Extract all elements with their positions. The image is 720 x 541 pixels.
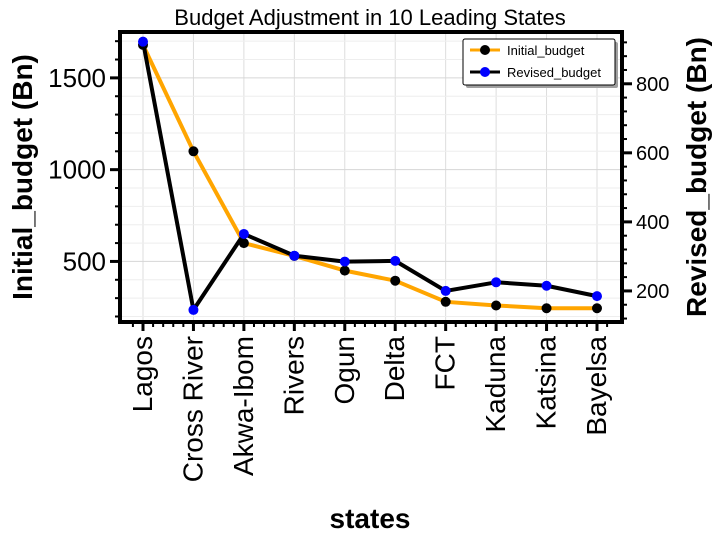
y-axis-right-label: Revised_budget (Bn) — [681, 37, 712, 317]
series-line-Revised_budget — [141, 41, 598, 312]
point-Initial_budget-Cross River — [188, 146, 199, 157]
point-Initial_budget-Ogun — [339, 265, 350, 276]
plot-frame — [118, 30, 624, 324]
right-tick-label: 400 — [636, 212, 669, 234]
chart-title: Budget Adjustment in 10 Leading States — [174, 5, 565, 30]
point-Revised_budget-Ogun — [339, 256, 350, 267]
legend-box — [462, 38, 616, 86]
point-Revised_budget-Bayelsa — [592, 291, 602, 302]
x-tick-label: Lagos — [127, 336, 158, 412]
x-tick-label: Ogun — [329, 336, 360, 405]
left-tick-label: 1500 — [48, 63, 106, 93]
point-Revised_budget-Rivers — [289, 250, 300, 261]
point-Revised_budget-Katsina — [541, 280, 552, 291]
point-Initial_budget-Delta — [390, 275, 401, 286]
legend-marker-Initial_budget — [480, 45, 490, 55]
point-Revised_budget-Kaduna — [491, 277, 502, 288]
x-axis: Lagos Cross River Akwa-Ibom Rivers Ogun Delta… — [127, 322, 612, 482]
legend-marker-Revised_budget — [480, 67, 490, 77]
left-tick-label: 1000 — [48, 155, 106, 185]
right-tick-label: 600 — [636, 143, 669, 165]
point-Revised_budget-FCT — [440, 285, 451, 296]
point-Initial_budget-Kaduna — [491, 300, 502, 311]
x-tick-label: Katsina — [531, 336, 562, 430]
point-Initial_budget-Bayelsa — [592, 303, 602, 314]
point-Revised_budget-Lagos — [138, 36, 148, 47]
left-y-axis: 500 1000 1500 — [48, 40, 120, 318]
legend-label-Initial_budget: Initial_budget — [507, 43, 585, 58]
point-Initial_budget-Akwa-Ibom — [238, 238, 249, 249]
point-Revised_budget-Akwa-Ibom — [238, 228, 249, 239]
point-Revised_budget-Delta — [390, 255, 401, 266]
legend: Initial_budget Revised_budget — [462, 38, 618, 88]
legend-label-Revised_budget: Revised_budget — [507, 65, 601, 80]
point-Initial_budget-FCT — [440, 296, 451, 307]
x-tick-label: Kaduna — [480, 336, 511, 433]
x-tick-label: Cross River — [177, 336, 208, 482]
point-Revised_budget-Cross River — [188, 304, 199, 315]
series-line-Initial_budget — [141, 43, 597, 311]
x-tick-label: Akwa-Ibom — [228, 336, 259, 476]
x-axis-label: states — [330, 503, 411, 534]
right-tick-label: 800 — [636, 74, 669, 96]
x-tick-label: Bayelsa — [581, 336, 612, 436]
y-axis-left-label: Initial_budget (Bn) — [7, 54, 38, 300]
point-Initial_budget-Katsina — [541, 303, 552, 314]
x-tick-label: FCT — [430, 336, 461, 390]
right-tick-label: 200 — [636, 281, 669, 303]
series-layer — [138, 36, 602, 315]
right-y-axis: 200 400 600 800 — [622, 41, 669, 320]
x-tick-label: Delta — [379, 336, 410, 402]
left-tick-label: 500 — [63, 246, 106, 276]
x-tick-label: Rivers — [278, 336, 309, 415]
